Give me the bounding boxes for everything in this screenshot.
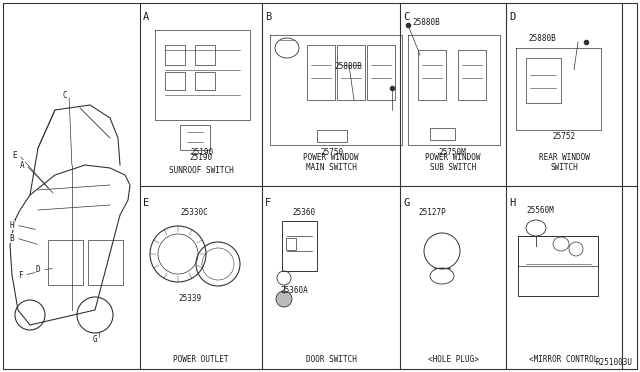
- Bar: [418, 50, 446, 100]
- Bar: [518, 236, 598, 296]
- Text: C: C: [63, 90, 67, 99]
- Text: POWER WINDOW: POWER WINDOW: [303, 153, 359, 162]
- Text: POWER OUTLET: POWER OUTLET: [173, 355, 228, 364]
- Bar: [88, 240, 123, 285]
- Text: D: D: [509, 12, 515, 22]
- Text: POWER WINDOW: POWER WINDOW: [425, 153, 481, 162]
- Bar: [307, 45, 335, 100]
- Bar: [337, 45, 365, 100]
- Text: A: A: [143, 12, 149, 22]
- Text: <MIRROR CONTROL: <MIRROR CONTROL: [529, 355, 598, 364]
- Text: H: H: [10, 221, 14, 230]
- Bar: [518, 236, 598, 266]
- Bar: [430, 128, 455, 140]
- Text: G: G: [403, 198, 409, 208]
- Text: SWITCH: SWITCH: [550, 163, 578, 172]
- Text: MAIN SWITCH: MAIN SWITCH: [305, 163, 356, 172]
- Bar: [195, 72, 215, 90]
- Bar: [317, 130, 347, 142]
- Bar: [48, 240, 83, 285]
- Text: 25880B: 25880B: [412, 17, 440, 26]
- Text: F: F: [265, 198, 271, 208]
- Text: C: C: [403, 12, 409, 22]
- Text: SUB SWITCH: SUB SWITCH: [430, 163, 476, 172]
- Text: R251003U: R251003U: [595, 358, 632, 367]
- Bar: [165, 45, 185, 65]
- Text: E: E: [13, 151, 17, 160]
- Text: D: D: [36, 266, 40, 275]
- Text: SUNROOF SWITCH: SUNROOF SWITCH: [168, 166, 234, 175]
- Text: B: B: [10, 234, 14, 243]
- Text: DOOR SWITCH: DOOR SWITCH: [305, 355, 356, 364]
- Text: B: B: [265, 12, 271, 22]
- Text: A: A: [20, 160, 24, 170]
- Bar: [165, 72, 185, 90]
- Text: H: H: [509, 198, 515, 208]
- Text: 25880B: 25880B: [528, 33, 556, 42]
- Text: E: E: [143, 198, 149, 208]
- Bar: [367, 45, 395, 100]
- Text: 25360A: 25360A: [280, 286, 308, 295]
- Text: 25190: 25190: [191, 148, 214, 157]
- Text: 25752: 25752: [552, 132, 575, 141]
- Bar: [282, 221, 317, 271]
- Text: REAR WINDOW: REAR WINDOW: [539, 153, 589, 162]
- Text: 25880B: 25880B: [334, 62, 362, 71]
- Text: 25360: 25360: [292, 208, 316, 217]
- Ellipse shape: [276, 291, 292, 307]
- Bar: [526, 58, 561, 103]
- Text: G: G: [93, 336, 97, 344]
- Text: 25190: 25190: [189, 153, 212, 162]
- Text: 25330C: 25330C: [180, 208, 208, 217]
- Text: 25127P: 25127P: [418, 208, 445, 217]
- Bar: [195, 45, 215, 65]
- Text: 25750: 25750: [321, 148, 344, 157]
- Text: 25750M: 25750M: [438, 148, 466, 157]
- Bar: [286, 238, 296, 250]
- Text: <HOLE PLUG>: <HOLE PLUG>: [428, 355, 479, 364]
- Bar: [458, 50, 486, 100]
- Text: 25560M: 25560M: [526, 206, 554, 215]
- Bar: [180, 125, 210, 150]
- Text: F: F: [18, 270, 22, 279]
- Text: 25339: 25339: [179, 294, 202, 303]
